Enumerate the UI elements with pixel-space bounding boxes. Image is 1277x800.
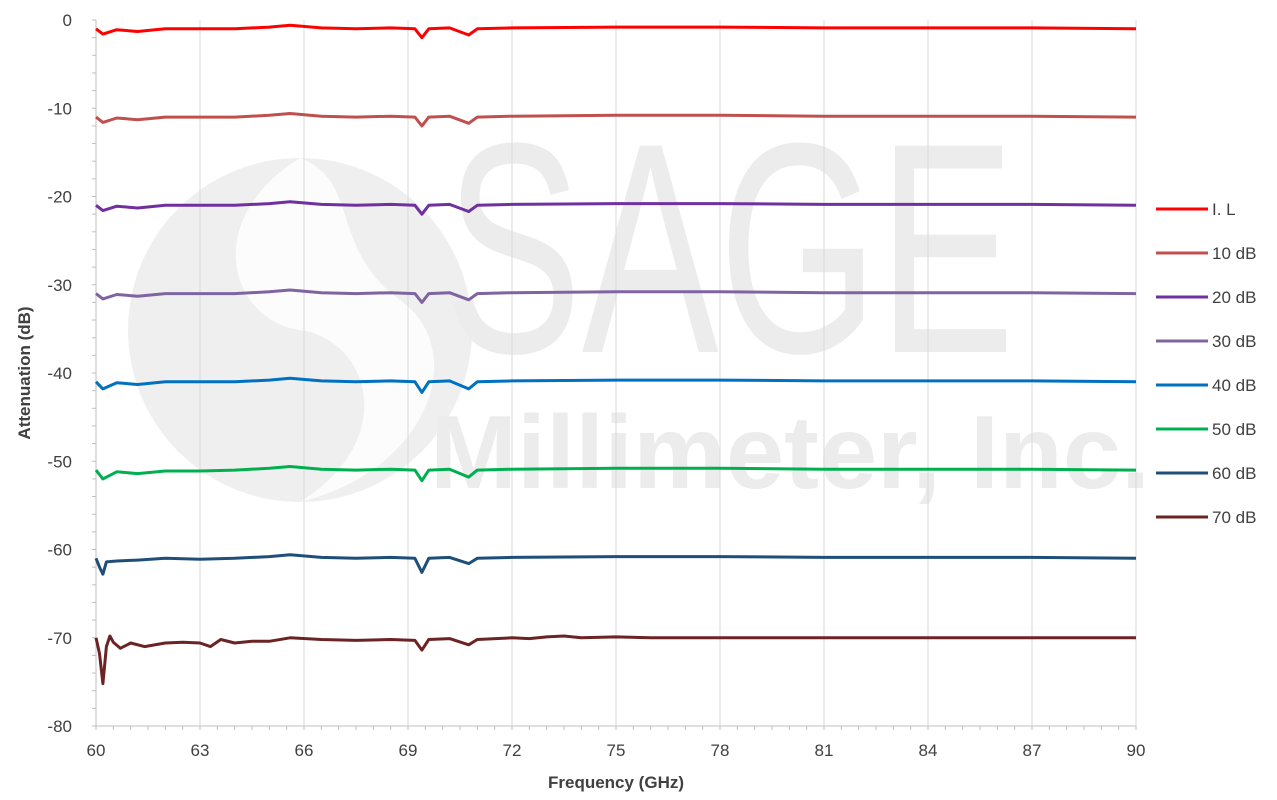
- y-tick-label: 0: [63, 11, 72, 30]
- series-lines: [94, 23, 1137, 686]
- legend-label: 50 dB: [1212, 420, 1256, 439]
- x-tick-label: 75: [607, 741, 626, 760]
- series-line: [94, 634, 1136, 686]
- y-axis-title: Attenuation (dB): [15, 306, 34, 439]
- y-tick-label: -60: [47, 541, 72, 560]
- legend-label: 30 dB: [1212, 332, 1256, 351]
- series-line: [95, 112, 1137, 128]
- watermark-logo-swoosh: [235, 158, 435, 502]
- legend-label: I. L: [1212, 200, 1236, 219]
- legend-label: 20 dB: [1212, 288, 1256, 307]
- x-tick-label: 63: [191, 741, 210, 760]
- x-tick-label: 81: [815, 741, 834, 760]
- y-tick-label: -30: [47, 276, 72, 295]
- x-tick-label: 87: [1023, 741, 1042, 760]
- x-tick-label: 66: [295, 741, 314, 760]
- x-tick-label: 69: [399, 741, 418, 760]
- y-tick-label: -20: [47, 188, 72, 207]
- x-tick-label: 60: [87, 741, 106, 760]
- watermark-company: Millimeter, Inc.: [430, 395, 1150, 511]
- series-line: [94, 376, 1137, 394]
- grid: [199, 20, 1137, 726]
- axes: 60 63 66 69 72 75 78 81 84 87 90 0 -10 -20 -30 -40 -50 -6…: [47, 11, 1145, 760]
- x-tick-label: 72: [503, 741, 522, 760]
- x-tick-label: 90: [1127, 741, 1146, 760]
- legend-label: 10 dB: [1212, 244, 1256, 263]
- legend: I. L 10 dB 20 dB 30 dB 40 dB 50 dB 60 dB 70 dB: [1156, 200, 1256, 527]
- watermark-brand: SAGE: [445, 80, 1015, 416]
- series-line: [94, 553, 1137, 576]
- series-line: [95, 23, 1137, 40]
- watermark: SAGE Millimeter, Inc.: [128, 80, 1150, 511]
- y-tick-label: -50: [47, 452, 72, 471]
- y-tick-label: -80: [47, 717, 72, 736]
- series-line: [95, 200, 1137, 216]
- series-line: [94, 465, 1137, 483]
- series-line: [95, 288, 1137, 304]
- legend-label: 70 dB: [1212, 508, 1256, 527]
- legend-label: 60 dB: [1212, 464, 1256, 483]
- legend-label: 40 dB: [1212, 376, 1256, 395]
- y-tick-label: -10: [47, 99, 72, 118]
- x-tick-label: 84: [919, 741, 938, 760]
- y-tick-label: -70: [47, 629, 72, 648]
- x-axis-title: Frequency (GHz): [548, 773, 684, 792]
- x-tick-label: 78: [711, 741, 730, 760]
- y-tick-label: -40: [47, 364, 72, 383]
